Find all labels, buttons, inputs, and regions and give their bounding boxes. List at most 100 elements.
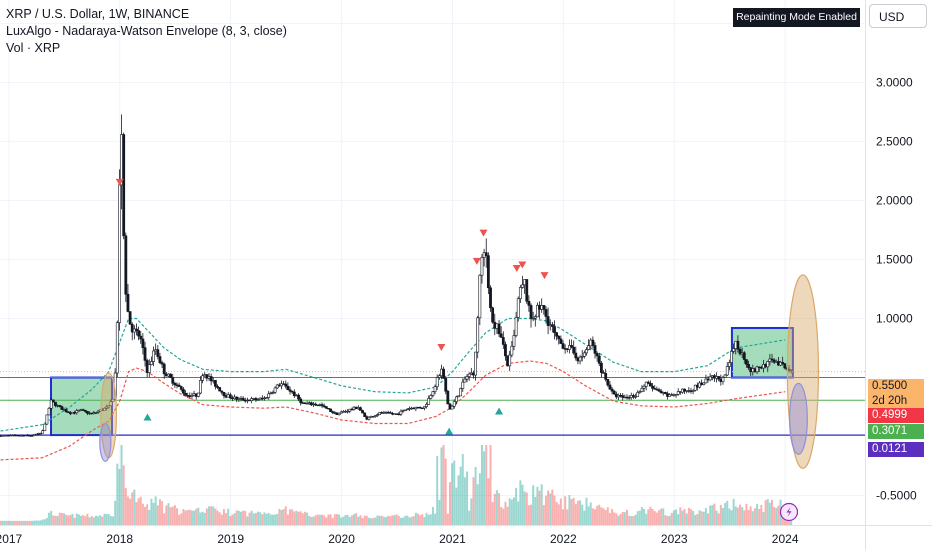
indicator-title[interactable]: LuxAlgo - Nadaraya-Watson Envelope (8, 3… [6, 24, 287, 38]
candle-body [75, 410, 79, 414]
volume-bar [775, 508, 778, 525]
candle-body [653, 388, 657, 390]
candle-body [403, 409, 407, 412]
volume-bar [20, 520, 23, 525]
candle-body [582, 352, 586, 357]
candle-body [561, 343, 565, 349]
price-tick-label: -0.5000 [876, 489, 917, 503]
candle-body [585, 349, 588, 354]
candle-body [118, 184, 121, 323]
volume-bar [555, 502, 558, 525]
volume-bar [397, 515, 400, 525]
volume-bar [608, 512, 611, 525]
volume-bar [574, 503, 577, 525]
candle-body [463, 378, 467, 383]
candle-body [600, 362, 603, 373]
volume-bar [461, 454, 464, 525]
volume-bar [734, 506, 737, 525]
volume-bar [559, 498, 562, 525]
currency-button[interactable]: USD [869, 4, 927, 28]
volume-bar [419, 515, 422, 525]
volume-bar [141, 503, 144, 525]
candle-body [177, 384, 181, 387]
price-tick-label: 1.0000 [876, 312, 913, 326]
volume-bar [359, 515, 362, 525]
candle-body [218, 387, 222, 392]
volume-bar [585, 497, 588, 525]
candle-body [286, 385, 290, 391]
volume-bar [33, 520, 36, 525]
volume-bar [306, 512, 309, 525]
volume-bar [581, 504, 584, 525]
candle-body [518, 287, 522, 299]
candle-body [597, 355, 601, 364]
volume-bar [259, 512, 262, 525]
volume-bar [572, 497, 575, 525]
volume-bar [197, 507, 200, 525]
candle-body [555, 332, 559, 337]
candle-body [480, 257, 484, 276]
candle-body [220, 390, 224, 393]
volume-title[interactable]: Vol · XRP [6, 41, 61, 55]
volume-bar [429, 514, 432, 525]
candle-body [122, 134, 126, 237]
dividends-icon[interactable] [779, 502, 799, 522]
candle-body [587, 345, 591, 350]
candle-body [314, 403, 318, 406]
candle-body [781, 362, 785, 365]
volume-bar [470, 498, 473, 525]
candle-body [783, 363, 787, 369]
volume-bar [389, 516, 392, 525]
candle-body [516, 298, 520, 318]
volume-bar [423, 517, 426, 525]
volume-bar [35, 520, 38, 525]
candle-body [265, 397, 268, 399]
volume-bar [299, 511, 302, 525]
volume-bar [579, 500, 582, 525]
candle-body [64, 409, 68, 412]
candle-body [284, 383, 288, 387]
upper-envelope-line [0, 317, 786, 432]
candle-body [542, 305, 546, 310]
candle-body [512, 335, 516, 347]
candle-body [646, 381, 650, 384]
volume-bar [517, 501, 520, 525]
volume-bar [357, 516, 360, 525]
volume-bar [404, 515, 407, 525]
volume-bar [331, 518, 334, 525]
candle-body [169, 373, 173, 378]
volume-bar [598, 504, 601, 525]
candle-body [574, 352, 578, 359]
candle-body [640, 387, 644, 392]
volume-bar [538, 490, 541, 525]
time-tick-label: 2022 [550, 532, 577, 546]
candle-body [209, 376, 213, 382]
symbol-title[interactable]: XRP / U.S. Dollar, 1W, BINANCE [6, 7, 190, 21]
volume-bar [427, 514, 430, 525]
volume-bar [289, 509, 292, 525]
volume-bar [380, 515, 383, 525]
candle-body [725, 366, 729, 376]
volume-bar [677, 514, 680, 525]
green-line-value: 0.3071 [872, 425, 908, 437]
volume-bar [231, 514, 234, 525]
candle-body [43, 423, 47, 432]
time-scale[interactable]: 2017 2018 2019 2020 2021 2022 2023 2024 [0, 532, 799, 546]
volume-bar [88, 517, 91, 525]
volume-bar [129, 498, 132, 525]
volume-bar [463, 477, 466, 525]
volume-bar [472, 477, 475, 525]
volume-bar [3, 520, 6, 525]
volume-bar [408, 517, 411, 525]
volume-bar [161, 501, 164, 525]
volume-bar [301, 513, 304, 525]
volume-bar [623, 512, 626, 525]
volume-bar [291, 509, 294, 525]
volume-bar [743, 510, 746, 525]
candle-body [124, 235, 128, 295]
bar-countdown: 2d 20h [872, 395, 908, 407]
candle-body [320, 404, 324, 407]
grid-layer [0, 0, 865, 525]
volume-bar [766, 499, 769, 525]
